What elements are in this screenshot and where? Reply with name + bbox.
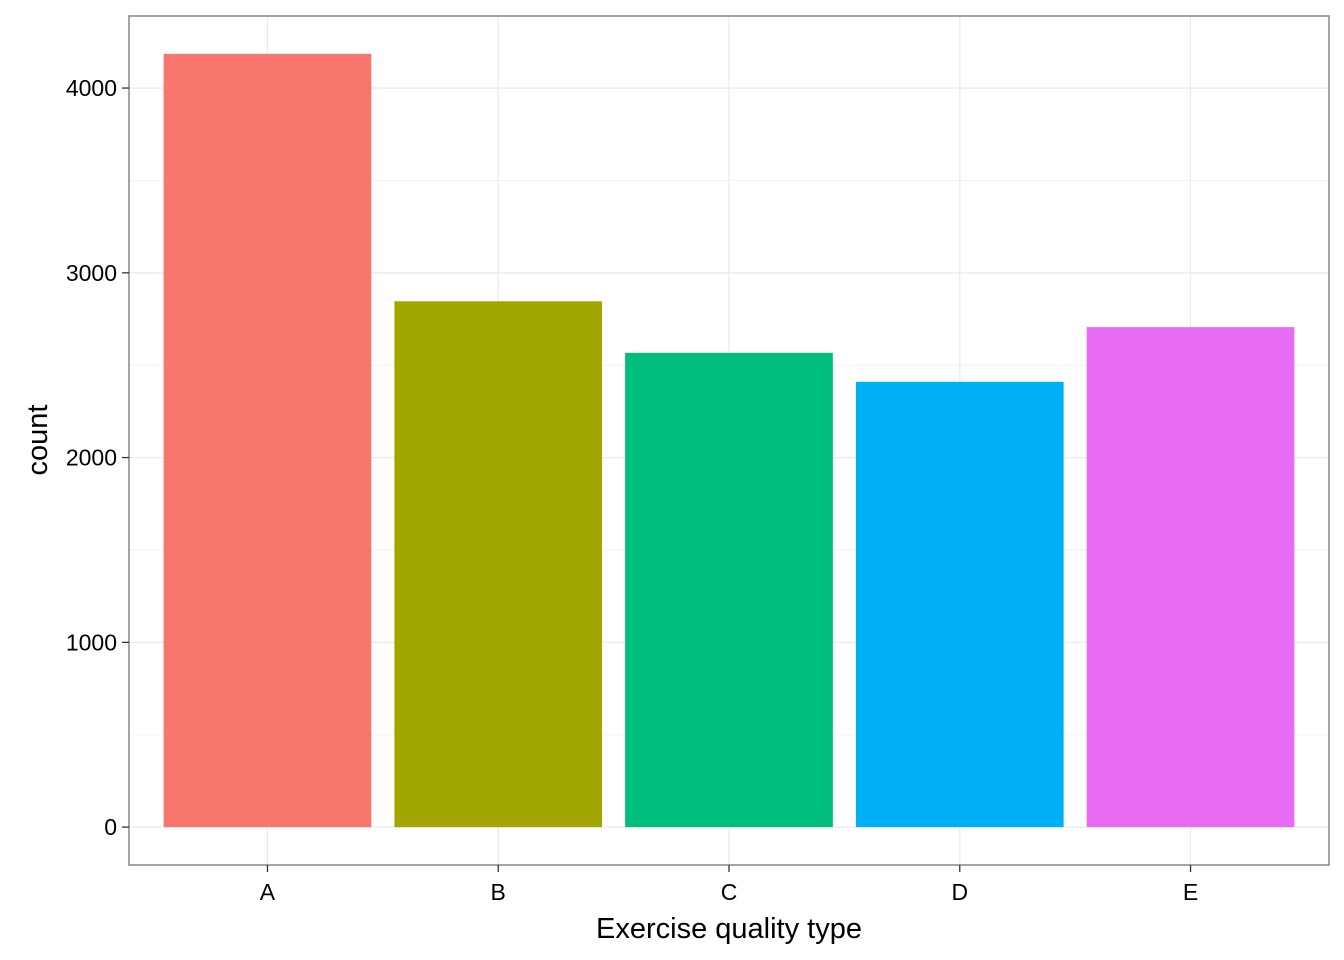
x-tick-label: C xyxy=(721,879,738,905)
bar-A xyxy=(163,53,372,828)
x-tick-label: B xyxy=(491,879,506,905)
y-tick-label: 0 xyxy=(104,814,117,840)
x-tick-label: E xyxy=(1183,879,1198,905)
y-axis-title: count xyxy=(22,405,54,476)
bar-D xyxy=(855,381,1064,828)
y-tick-label: 3000 xyxy=(66,260,117,286)
y-axis: 0 1000 2000 3000 4000 xyxy=(66,75,129,840)
bar-B xyxy=(394,301,603,828)
x-axis: A B C D E xyxy=(260,865,1198,905)
x-axis-title: Exercise quality type xyxy=(596,913,862,945)
y-tick-label: 4000 xyxy=(66,75,117,101)
bars xyxy=(163,53,1295,828)
x-tick-label: D xyxy=(951,879,968,905)
y-tick-label: 2000 xyxy=(66,445,117,471)
bar-C xyxy=(625,352,833,828)
y-tick-label: 1000 xyxy=(66,629,117,655)
x-tick-label: A xyxy=(260,879,276,905)
bar-E xyxy=(1086,327,1295,828)
